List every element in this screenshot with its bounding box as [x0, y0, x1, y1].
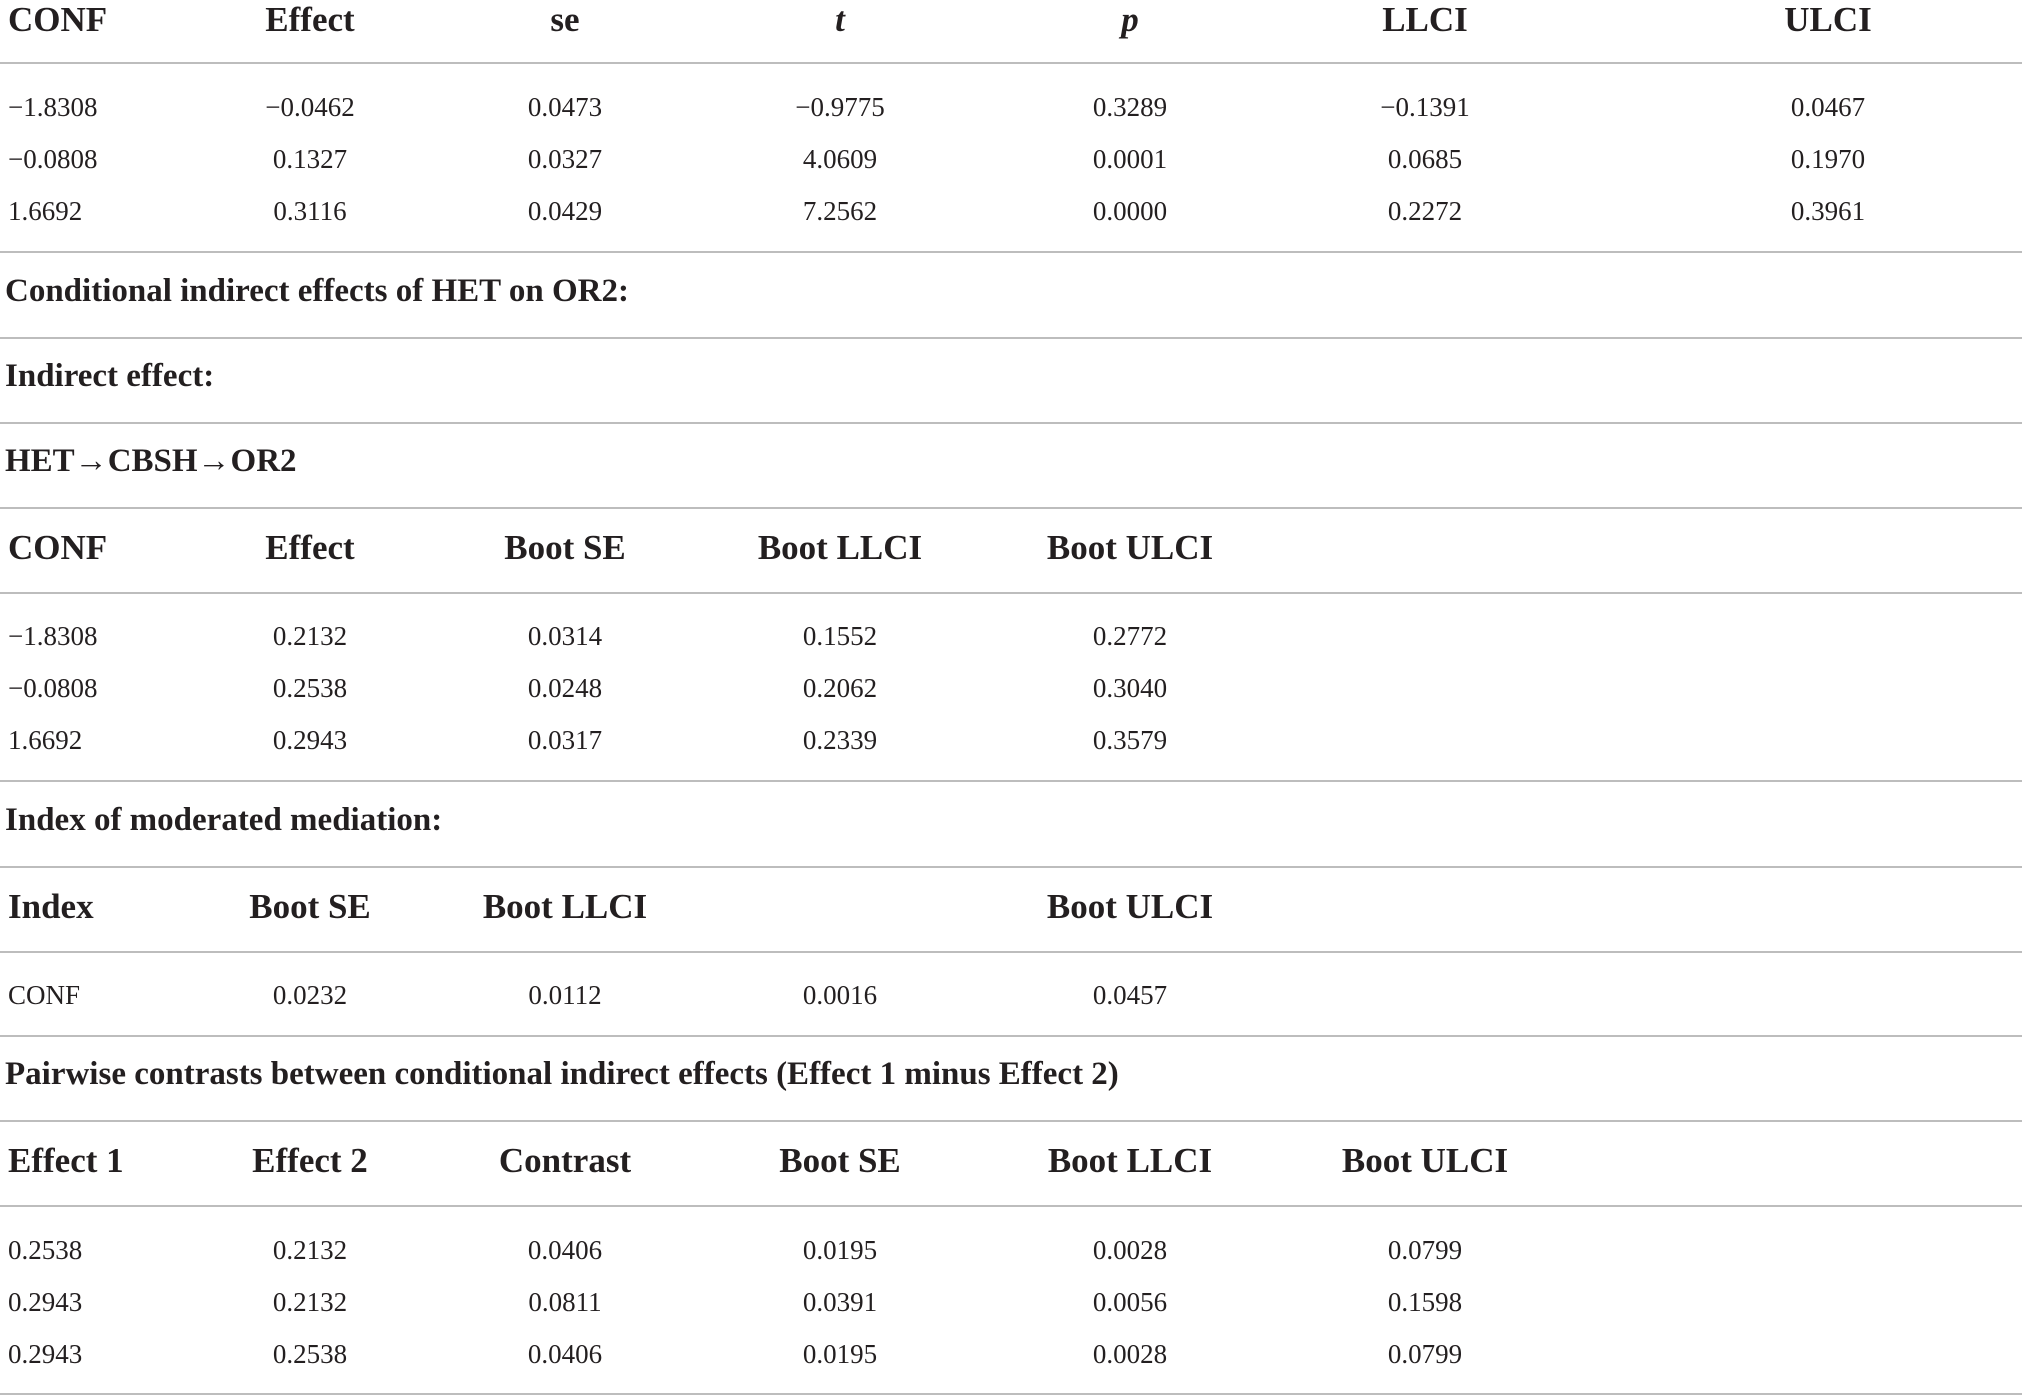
divider [0, 1120, 2022, 1122]
table2-header-boot-se: Boot SE [504, 528, 626, 567]
table1-header-conf: CONF [8, 0, 108, 39]
table1-header-p: p [1121, 0, 1139, 39]
table1-cell: 7.2562 [802, 196, 878, 226]
table4-cell: 0.0028 [1092, 1339, 1168, 1369]
table2-cell: −0.0808 [8, 673, 98, 703]
table4-cell: 0.0195 [802, 1235, 878, 1265]
table1-header-t: t [835, 0, 845, 39]
table4-header-boot-se: Boot SE [779, 1141, 901, 1180]
table1-cell: −0.0808 [8, 144, 98, 174]
table2-cell: 0.3579 [1092, 725, 1168, 755]
table3-header-index: Index [8, 887, 94, 926]
table1-header-ulci: ULCI [1784, 0, 1872, 39]
table4-cell: 0.2538 [8, 1235, 83, 1265]
table1-cell: 0.0429 [527, 196, 603, 226]
table3-cell: CONF [8, 980, 81, 1010]
table4-cell: 0.2943 [8, 1339, 83, 1369]
divider [0, 251, 2022, 253]
table3-header-boot-se: Boot SE [249, 887, 371, 926]
table2-cell: 0.0317 [527, 725, 603, 755]
table4-cell: 0.0811 [528, 1287, 602, 1317]
table2-cell: −1.8308 [8, 621, 98, 651]
table1-cell: 0.3116 [273, 196, 347, 226]
table1-cell: −0.0462 [265, 92, 355, 122]
table2-cell: 0.1552 [802, 621, 878, 651]
table1-cell: 0.1970 [1790, 144, 1866, 174]
table4-header-effect-2: Effect 2 [252, 1141, 368, 1180]
table4-cell: 0.0028 [1092, 1235, 1168, 1265]
table4-header-effect-1: Effect 1 [8, 1141, 124, 1180]
table1-cell: 0.3289 [1092, 92, 1168, 122]
table2-cell: 0.2062 [802, 673, 878, 703]
table1-cell: 0.0000 [1092, 196, 1168, 226]
table4-cell: 0.2132 [272, 1235, 348, 1265]
table3-header-boot-ulci: Boot ULCI [1046, 887, 1214, 926]
divider [0, 866, 2022, 868]
table4-cell: 0.0195 [802, 1339, 878, 1369]
table4-cell: 0.2132 [272, 1287, 348, 1317]
table4-cell: 0.2943 [8, 1287, 83, 1317]
table4-header-boot-ulci: Boot ULCI [1341, 1141, 1509, 1180]
table2-cell: 1.6692 [8, 725, 83, 755]
table2-header-effect: Effect [265, 528, 355, 567]
table2-header-boot-ulci: Boot ULCI [1046, 528, 1214, 567]
table2-header-boot-llci: Boot LLCI [757, 528, 923, 567]
table4-cell: 0.0406 [527, 1235, 603, 1265]
table4-cell: 0.0391 [802, 1287, 878, 1317]
table3-cell: 0.0112 [528, 980, 602, 1010]
divider [0, 507, 2022, 509]
table1-cell: 0.2272 [1387, 196, 1463, 226]
table1-cell: −1.8308 [8, 92, 98, 122]
table4-cell: 0.2538 [272, 1339, 348, 1369]
table4-header-contrast: Contrast [498, 1141, 632, 1180]
table1-cell: 0.0685 [1387, 144, 1463, 174]
table3-cell: 0.0016 [802, 980, 878, 1010]
table4-cell: 0.0056 [1092, 1287, 1168, 1317]
table2-header-conf: CONF [8, 528, 108, 567]
table1-header-effect: Effect [265, 0, 355, 39]
divider [0, 1035, 2022, 1037]
section-title-path: HET→CBSH→OR2 [5, 443, 297, 479]
table2-cell: 0.2132 [272, 621, 348, 651]
table1-cell: 1.6692 [8, 196, 83, 226]
table2-cell: 0.2538 [272, 673, 348, 703]
table2-cell: 0.0314 [527, 621, 603, 651]
table4-cell: 0.1598 [1387, 1287, 1463, 1317]
section-title-conditional-indirect: Conditional indirect effects of HET on O… [5, 273, 629, 309]
table1-cell: 0.1327 [272, 144, 348, 174]
table3-header-boot-llci: Boot LLCI [482, 887, 648, 926]
table1-header-se: se [550, 0, 580, 39]
divider [0, 1205, 2022, 1207]
section-title-index-of-moderated-mediation: Index of moderated mediation: [5, 802, 443, 838]
divider [0, 422, 2022, 424]
table1-cell: 0.0467 [1790, 92, 1866, 122]
table1-cell: 0.3961 [1790, 196, 1866, 226]
table4-header-boot-llci: Boot LLCI [1047, 1141, 1213, 1180]
table3-cell: 0.0457 [1092, 980, 1168, 1010]
table1-cell: 4.0609 [802, 144, 878, 174]
table3-cell: 0.0232 [272, 980, 348, 1010]
table1-cell: −0.9775 [795, 92, 885, 122]
section-title-indirect-effect: Indirect effect: [5, 358, 215, 394]
table1-cell: −0.1391 [1380, 92, 1470, 122]
table2-cell: 0.2943 [272, 725, 348, 755]
section-title-pairwise-contrasts: Pairwise contrasts between conditional i… [5, 1056, 1119, 1092]
divider [0, 1393, 2022, 1395]
divider [0, 62, 2022, 64]
divider [0, 592, 2022, 594]
table2-cell: 0.0248 [527, 673, 603, 703]
table1-cell: 0.0327 [527, 144, 603, 174]
table4-cell: 0.0406 [527, 1339, 603, 1369]
divider [0, 337, 2022, 339]
table2-cell: 0.2339 [802, 725, 878, 755]
table1-header-llci: LLCI [1382, 0, 1468, 39]
table2-cell: 0.3040 [1092, 673, 1168, 703]
divider [0, 951, 2022, 953]
table1-cell: 0.0473 [527, 92, 603, 122]
divider [0, 780, 2022, 782]
table4-cell: 0.0799 [1387, 1339, 1463, 1369]
table4-cell: 0.0799 [1387, 1235, 1463, 1265]
table2-cell: 0.2772 [1092, 621, 1168, 651]
table1-cell: 0.0001 [1092, 144, 1168, 174]
